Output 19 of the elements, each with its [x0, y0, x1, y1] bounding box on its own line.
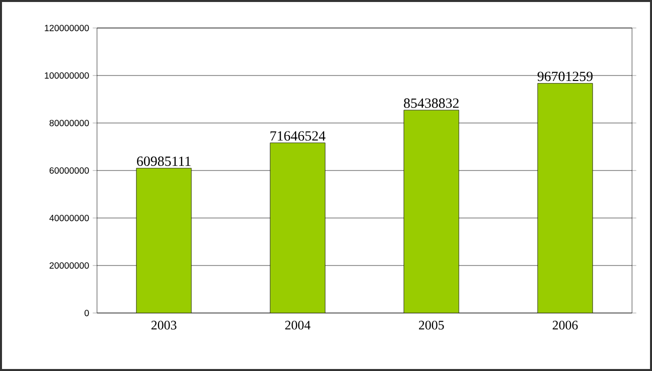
x-tick-label: 2006	[552, 320, 578, 330]
bar	[136, 168, 192, 313]
data-label: 71646524	[270, 131, 326, 141]
y-tick-label: 40000000	[49, 214, 89, 222]
x-tick-label: 2003	[151, 320, 176, 330]
bar	[270, 142, 326, 313]
data-label: 96701259	[538, 72, 593, 82]
x-tick-label: 2005	[418, 320, 444, 330]
y-tick-label: 60000000	[50, 167, 89, 174]
y-tick-label: 80000000	[50, 120, 89, 126]
data-label: 85438832	[404, 98, 459, 108]
bar	[537, 83, 593, 313]
y-tick-label: 20000000	[50, 262, 89, 269]
bar	[404, 110, 460, 313]
y-tick-label: 0	[84, 310, 89, 316]
y-tick-label: 100000000	[44, 72, 89, 79]
y-tick-label: 120000000	[44, 24, 89, 32]
x-tick-label: 2004	[285, 320, 310, 330]
data-label: 60985111	[137, 156, 191, 166]
